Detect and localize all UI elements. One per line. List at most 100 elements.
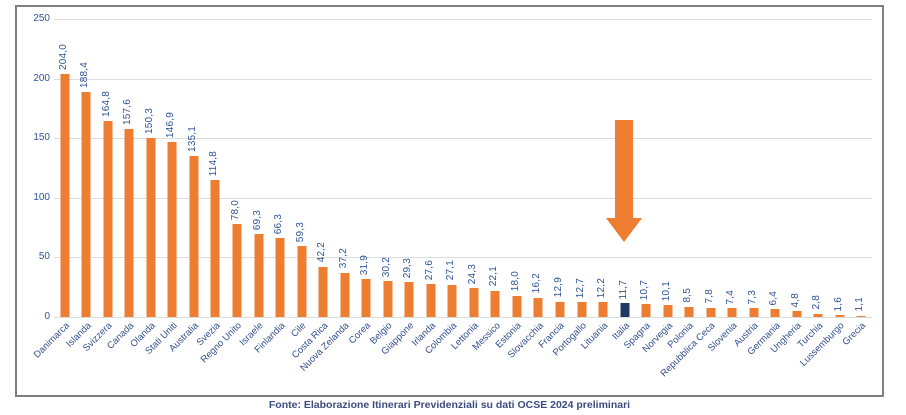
bar-column: 7,8 Repubblica Ceca — [659, 19, 722, 379]
x-axis-label: Corea — [347, 320, 374, 347]
gridline — [54, 138, 872, 140]
bar — [340, 272, 350, 317]
bar-value-label: 7,3 — [746, 289, 758, 305]
bar-value-label: 29,3 — [402, 257, 414, 279]
bar-column: 150,3 Olanda — [129, 19, 162, 350]
bar-column: 18,0 Estonia — [494, 19, 528, 350]
bar-column: 78,0 Regno Unito — [199, 19, 248, 366]
bar-column: 11,7 Italia — [610, 19, 636, 343]
bar — [641, 304, 651, 317]
bar-value-label: 10,1 — [660, 280, 672, 301]
bar-value-label: 4,8 — [789, 292, 801, 308]
bar — [383, 281, 393, 317]
bar-value-label: 30,2 — [380, 256, 392, 278]
y-axis-tick-label: 0 — [44, 311, 50, 322]
bar-value-label: 24,3 — [466, 263, 478, 285]
bar-column: 188,4 Islanda — [64, 19, 98, 349]
bar-value-label: 12,2 — [596, 278, 608, 299]
bar — [835, 315, 845, 317]
bar-value-label: 164,8 — [100, 90, 112, 117]
bar-columns: 204,0 Danimarca 188,4 Islanda 164,8 Svizzera 1… — [32, 19, 873, 379]
bar — [81, 92, 91, 317]
bar — [512, 295, 522, 317]
bar-column: 29,3 Giappone — [379, 19, 421, 357]
bar — [167, 141, 177, 317]
bar-value-label: 66,3 — [273, 213, 285, 234]
bar-column: 114,8 Svezia — [195, 19, 227, 348]
y-axis-tick-label: 250 — [33, 13, 50, 24]
bar — [254, 234, 264, 317]
down-arrow-annotation — [606, 120, 643, 242]
source-caption: Fonte: Elaborazione Itinerari Previdenzi… — [268, 399, 631, 411]
bar-column: 16,2 Slovacchia — [505, 19, 550, 360]
bar — [792, 311, 802, 317]
bar-column: 27,1 Colombia — [423, 19, 464, 356]
bar — [297, 246, 307, 317]
bar — [146, 137, 156, 317]
bar — [490, 290, 500, 317]
bar-chart-frame: 250 200 150 100 50 0 204,0 Danimarca 188,4 Islan… — [15, 5, 884, 397]
bar-column: 146,9 Stati Uniti — [143, 19, 184, 357]
bar-value-label: 1,6 — [832, 296, 844, 312]
bar-column: 1,6 Lussemburgo — [798, 19, 851, 369]
bar-value-label: 6,4 — [768, 290, 780, 306]
bar — [210, 180, 220, 317]
bar — [426, 284, 436, 317]
gridline — [54, 19, 872, 20]
bar-column: 22,1 Messico — [470, 19, 507, 352]
bar-value-label: 204,0 — [57, 43, 69, 70]
bar-column: 66,3 Finlandia — [252, 19, 291, 356]
bar-value-label: 37,2 — [337, 248, 349, 269]
bar-column: 135,1 Australia — [167, 19, 205, 354]
bar-column: 12,9 Francia — [537, 19, 571, 350]
bar-column: 10,7 Spagna — [622, 19, 657, 351]
bar-value-label: 135,1 — [186, 125, 198, 152]
bar-value-label: 78,0 — [230, 199, 242, 221]
bar-value-label: 27,6 — [423, 259, 435, 281]
bar-column: 10,1 Norvegia — [640, 19, 679, 355]
bar — [856, 315, 866, 317]
bar-column: 4,8 Ungheria — [769, 19, 808, 356]
bar-value-label: 18,0 — [509, 271, 521, 292]
bar — [361, 278, 371, 317]
y-axis-tick-label: 50 — [38, 251, 50, 263]
bar — [706, 307, 716, 317]
bar — [124, 129, 134, 317]
bar — [103, 120, 113, 317]
bar-highlighted — [620, 303, 630, 317]
bar-column: 164,8 Svizzera — [81, 19, 119, 354]
gridline — [54, 78, 872, 80]
bar-value-label: 12,9 — [552, 277, 564, 298]
bar — [275, 237, 285, 317]
bar-value-label: 7,8 — [703, 289, 715, 304]
bar-column: 30,2 Belgio — [368, 19, 399, 347]
bar-column: 12,7 Portogallo — [551, 19, 593, 359]
bar — [555, 301, 565, 317]
bar — [770, 309, 780, 317]
bar-column: 1,1 Grecia — [841, 19, 873, 348]
bar — [232, 224, 242, 317]
bar-value-label: 157,6 — [122, 99, 134, 126]
bar-column: 31,9 Corea — [347, 19, 377, 347]
bar-column: 2,8 Turchia — [795, 19, 830, 350]
bar-value-label: 27,1 — [445, 260, 457, 281]
bar-value-label: 2,8 — [811, 295, 823, 310]
bar — [189, 155, 199, 317]
bar — [727, 308, 737, 317]
bar — [469, 288, 479, 317]
bar — [684, 306, 694, 317]
bar-column: 8,5 Polonia — [666, 19, 700, 350]
bar-value-label: 8,5 — [682, 288, 694, 303]
bar-column: 24,3 Lettonia — [449, 19, 485, 352]
bar — [598, 302, 608, 317]
bar-value-label: 42,2 — [316, 242, 328, 263]
bar — [749, 308, 759, 317]
gridline — [54, 257, 872, 259]
x-axis-label: Grecia — [840, 320, 869, 348]
plot-area: 204,0 Danimarca 188,4 Islanda 164,8 Svizzera 1… — [32, 19, 873, 379]
bar-value-label: 31,9 — [359, 254, 371, 275]
bar-value-label: 7,4 — [725, 289, 737, 305]
bar-column: 204,0 Danimarca — [32, 19, 76, 361]
bar-value-label: 114,8 — [208, 150, 220, 177]
